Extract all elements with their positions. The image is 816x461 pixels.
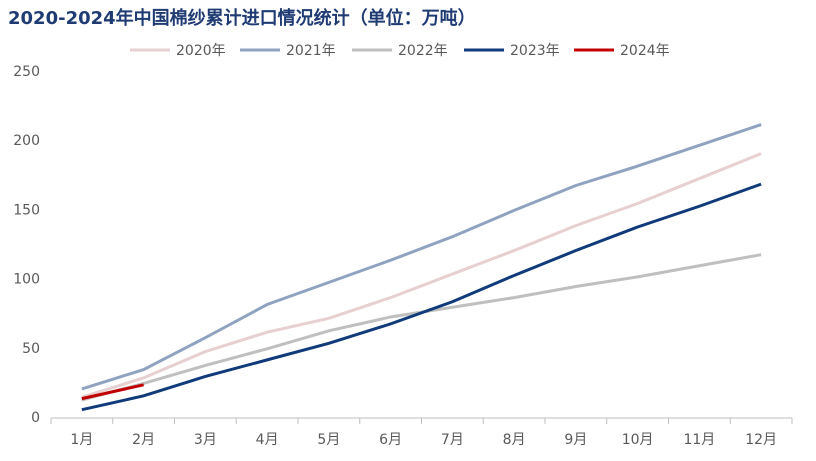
y-tick-label: 0 <box>31 410 40 426</box>
x-tick-label: 4月 <box>256 432 279 448</box>
x-tick-label: 8月 <box>503 432 526 448</box>
legend-label: 2021年 <box>286 43 336 59</box>
x-tick-label: 1月 <box>70 432 93 448</box>
y-tick-label: 50 <box>22 341 40 357</box>
series-line <box>81 253 762 402</box>
legend-label: 2023年 <box>510 43 560 59</box>
legend-label: 2024年 <box>620 43 670 59</box>
y-tick-label: 200 <box>13 133 40 149</box>
x-tick-label: 12月 <box>745 432 777 448</box>
legend-label: 2022年 <box>398 43 448 59</box>
chart-title: 2020-2024年中国棉纱累计进口情况统计（单位：万吨） <box>8 7 476 29</box>
x-tick-label: 7月 <box>441 432 464 448</box>
x-tick-label: 3月 <box>194 432 217 448</box>
x-tick-label: 5月 <box>317 432 340 448</box>
x-tick-label: 10月 <box>622 432 654 448</box>
y-tick-label: 150 <box>13 202 40 218</box>
series-line <box>81 123 762 391</box>
y-tick-label: 250 <box>13 64 40 80</box>
x-tick-label: 6月 <box>379 432 402 448</box>
series-line <box>81 383 144 401</box>
y-tick-label: 100 <box>13 272 40 288</box>
x-tick-label: 9月 <box>564 432 587 448</box>
series-line <box>81 152 762 399</box>
legend-label: 2020年 <box>176 43 226 59</box>
x-tick-label: 11月 <box>683 432 715 448</box>
x-tick-label: 2月 <box>132 432 155 448</box>
series-line <box>81 182 762 412</box>
